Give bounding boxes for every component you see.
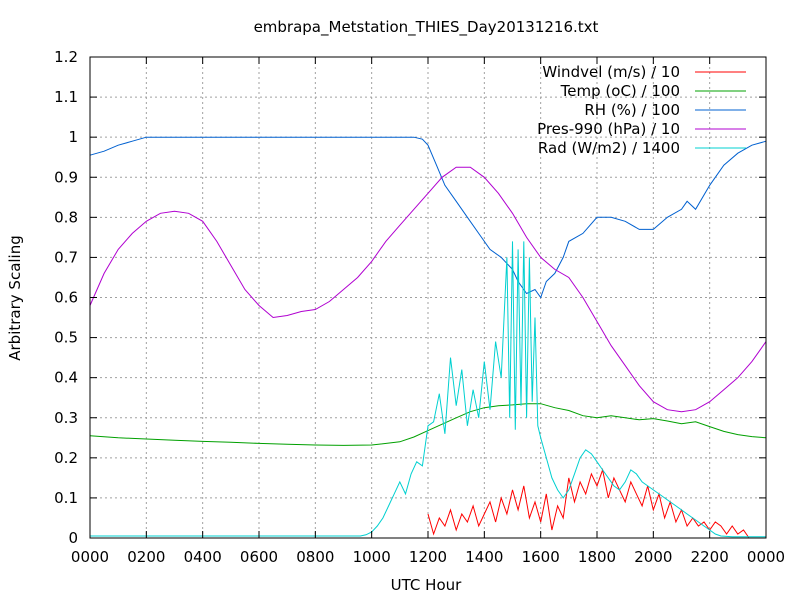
x-tick-label: 1400 xyxy=(465,548,503,566)
series-line-windvel xyxy=(427,468,750,539)
y-tick-label: 0.1 xyxy=(54,489,78,507)
y-tick-label: 0.2 xyxy=(54,449,78,467)
y-tick-label: 1.2 xyxy=(54,48,78,66)
y-tick-label: 0.9 xyxy=(54,168,78,186)
y-tick-label: 0.5 xyxy=(54,329,78,347)
legend-label: RH (%) / 100 xyxy=(584,101,680,119)
x-tick-label: 1600 xyxy=(522,548,560,566)
series-layer xyxy=(89,136,767,539)
y-tick-label: 0.6 xyxy=(54,289,78,307)
x-tick-label: 1000 xyxy=(353,548,391,566)
y-tick-label: 0.8 xyxy=(54,208,78,226)
y-tick-label: 0.7 xyxy=(54,248,78,266)
x-tick-label: 0600 xyxy=(240,548,278,566)
legend-label: Rad (W/m2) / 1400 xyxy=(538,139,680,157)
x-tick-label: 0000 xyxy=(747,548,785,566)
tick-layer: 0 0.1 0.2 0.3 0.4 0.5 0.6 0.7 0.8 0.9 1 1.1 1.2 0000 0… xyxy=(54,48,785,566)
series-line-rad xyxy=(90,241,766,538)
x-tick-label: 0400 xyxy=(184,548,222,566)
legend-label: Pres-990 (hPa) / 10 xyxy=(537,120,680,138)
x-axis-label: UTC Hour xyxy=(391,576,462,594)
y-axis-label: Arbitrary Scaling xyxy=(6,235,24,361)
series-line-temp xyxy=(89,403,767,446)
x-tick-label: 2000 xyxy=(634,548,672,566)
y-tick-label: 0 xyxy=(68,529,78,547)
series-line-pres xyxy=(89,166,767,413)
chart-title: embrapa_Metstation_THIES_Day20131216.txt xyxy=(254,18,599,37)
x-tick-label: 0000 xyxy=(71,548,109,566)
x-tick-label: 1800 xyxy=(578,548,616,566)
x-tick-label: 1200 xyxy=(409,548,447,566)
y-tick-label: 1.1 xyxy=(54,88,78,106)
y-tick-label: 0.3 xyxy=(54,409,78,427)
y-tick-label: 0.4 xyxy=(54,369,78,387)
y-tick-label: 1 xyxy=(68,128,78,146)
x-tick-label: 2200 xyxy=(691,548,729,566)
x-tick-label: 0800 xyxy=(296,548,334,566)
x-tick-label: 0200 xyxy=(127,548,165,566)
legend-label: Temp (oC) / 100 xyxy=(560,82,680,100)
legend-label: Windvel (m/s) / 10 xyxy=(542,63,680,81)
